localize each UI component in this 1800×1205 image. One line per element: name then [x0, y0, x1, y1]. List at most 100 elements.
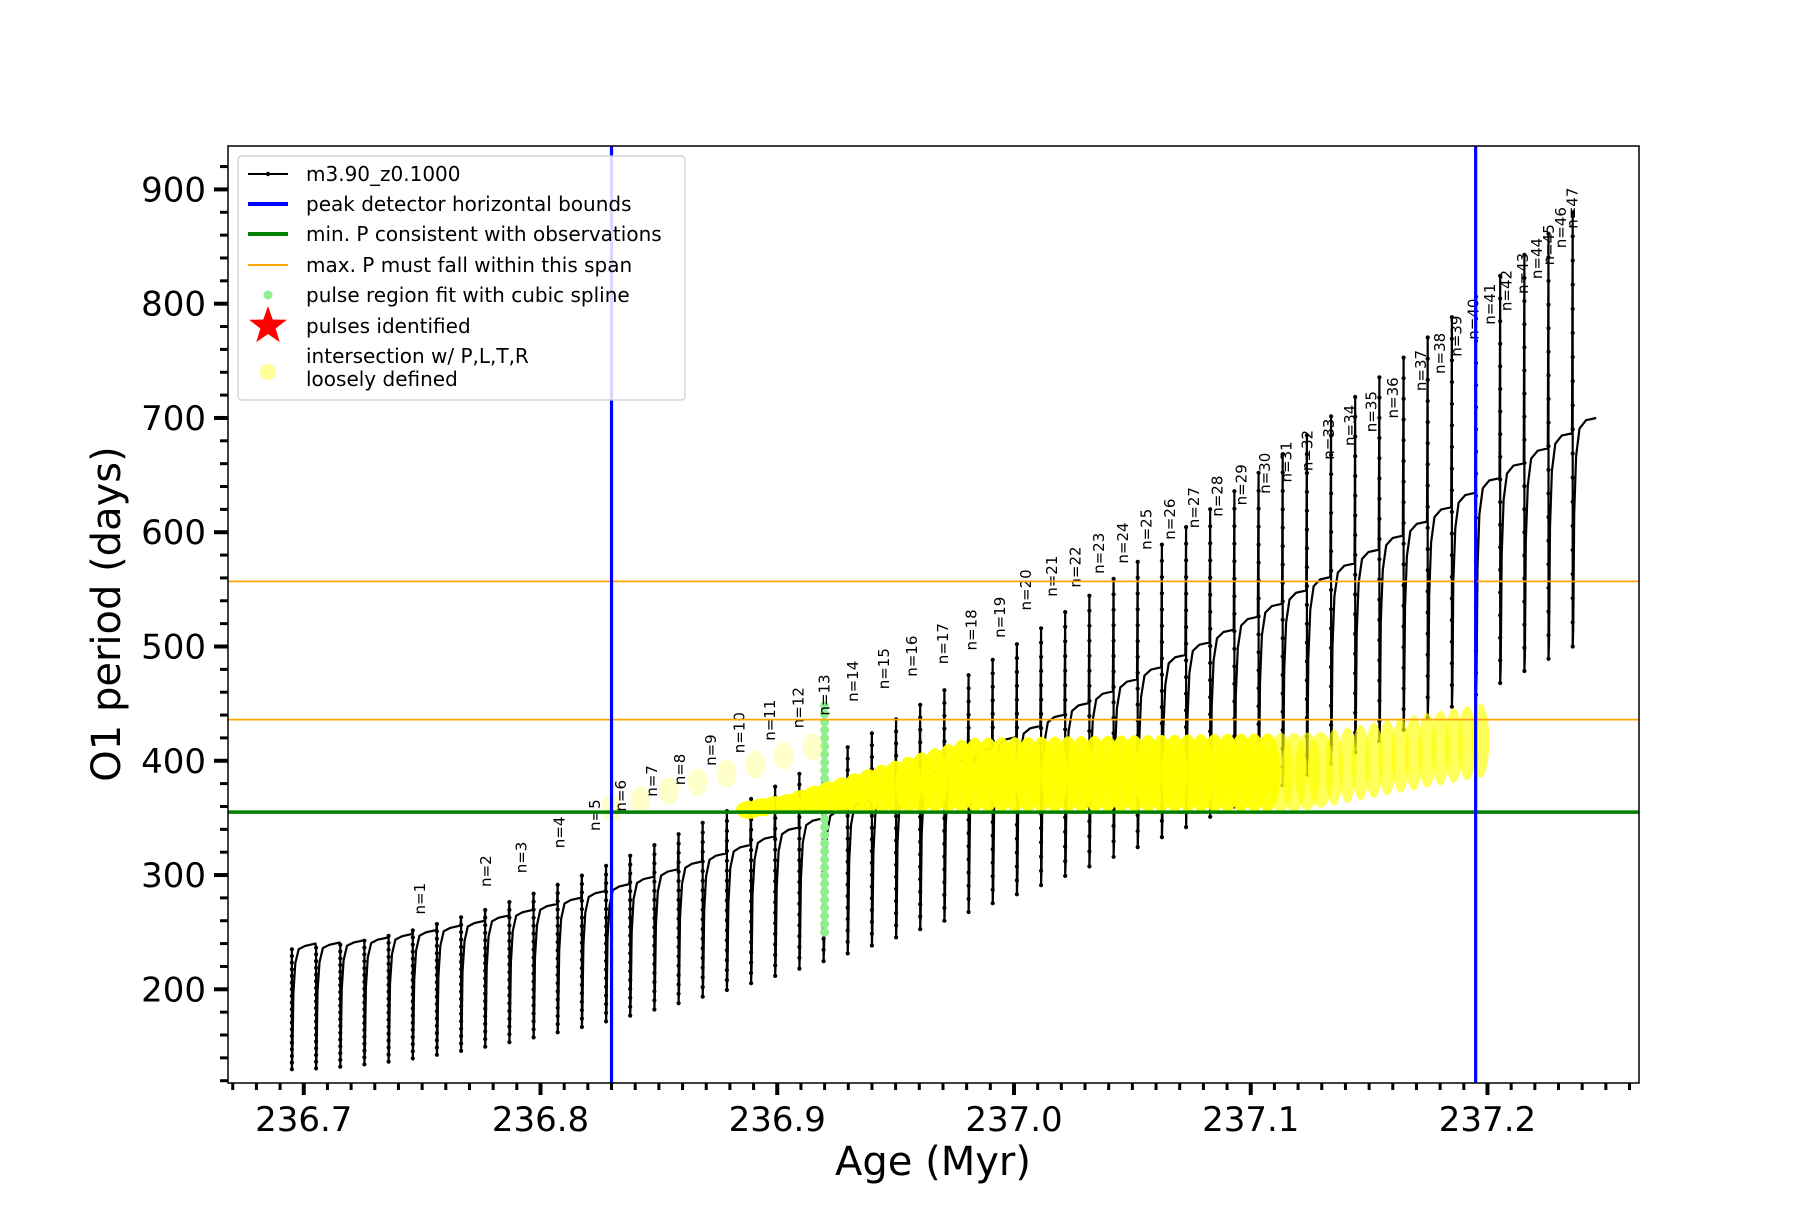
track-point — [1449, 531, 1454, 536]
track-point — [918, 827, 923, 832]
track-point — [459, 1004, 464, 1009]
track-point — [1498, 613, 1503, 618]
track-point — [1087, 653, 1092, 658]
track-point — [362, 1007, 367, 1012]
track-point — [1546, 444, 1551, 449]
track-point — [1208, 507, 1213, 512]
track-point — [1522, 275, 1527, 281]
track-point — [749, 796, 754, 802]
track-point — [555, 972, 560, 978]
track-point — [797, 934, 802, 939]
track-point — [1377, 415, 1382, 420]
x-tick-label: 237.0 — [965, 1100, 1062, 1140]
track-point — [1159, 656, 1164, 661]
track-point — [942, 700, 947, 706]
track-point — [990, 833, 995, 838]
track-point — [604, 1002, 609, 1007]
track-point — [338, 990, 343, 995]
pulse-label: n=32 — [1299, 430, 1317, 471]
track-point — [459, 974, 464, 979]
spline-point — [820, 895, 830, 905]
track-point — [1208, 729, 1213, 734]
track-point — [1256, 488, 1261, 493]
track-point — [459, 967, 464, 972]
track-point — [1304, 640, 1309, 645]
track-point — [410, 1027, 415, 1032]
track-point — [1425, 652, 1430, 658]
track-point — [604, 872, 609, 877]
track-point — [1522, 437, 1527, 442]
track-point — [773, 889, 778, 894]
spline-point — [820, 854, 830, 864]
track-point — [894, 923, 899, 928]
track-point — [1208, 626, 1213, 632]
track-point — [676, 907, 681, 912]
track-point — [918, 889, 923, 894]
track-point — [483, 1029, 488, 1034]
track-point — [990, 711, 995, 717]
track-point — [676, 916, 681, 921]
track-point — [869, 813, 875, 819]
track-point — [1304, 452, 1309, 457]
y-tick-label: 900 — [141, 170, 206, 210]
track-point — [1159, 640, 1164, 645]
track-point — [1280, 617, 1285, 622]
track-point — [942, 867, 947, 872]
track-point — [773, 879, 778, 884]
track-point — [1449, 401, 1454, 406]
track-point — [1546, 373, 1551, 378]
track-point — [1498, 341, 1503, 346]
track-point — [1111, 700, 1116, 705]
track-point — [1425, 547, 1430, 552]
track-point — [289, 953, 294, 959]
track-point — [459, 1034, 464, 1039]
track-point — [1087, 819, 1092, 824]
track-point — [507, 1001, 512, 1006]
track-point — [1401, 603, 1406, 608]
track-point — [1184, 725, 1189, 730]
intersection-marker-faint — [659, 777, 680, 806]
track-point — [386, 933, 391, 939]
track-point — [1159, 688, 1164, 694]
track-point — [1087, 608, 1092, 613]
track-point — [579, 940, 585, 946]
track-point — [1256, 668, 1261, 673]
track-point — [1329, 472, 1334, 477]
track-point — [1232, 664, 1237, 669]
track-point — [1208, 695, 1213, 700]
track-point — [1039, 683, 1044, 688]
track-point — [966, 712, 971, 717]
track-point — [434, 987, 439, 992]
track-point — [386, 1045, 391, 1050]
intersection-marker — [1404, 715, 1423, 791]
track-point — [362, 952, 367, 957]
track-point — [289, 1040, 294, 1045]
track-point — [1087, 638, 1092, 643]
track-point — [942, 880, 947, 885]
track-point — [942, 892, 947, 898]
track-point — [990, 874, 995, 879]
pulse-label: n=12 — [790, 687, 808, 728]
pulse-label: n=41 — [1481, 284, 1499, 325]
track-point — [894, 911, 899, 916]
track-point — [507, 1032, 512, 1037]
track-point — [773, 910, 778, 915]
track-point — [483, 1014, 488, 1019]
pulse-label: n=9 — [702, 734, 720, 766]
track-point — [289, 947, 294, 952]
track-point — [604, 976, 609, 981]
track-point — [338, 1051, 343, 1056]
track-point — [797, 782, 802, 787]
pulse-label: n=19 — [991, 597, 1009, 638]
track-point — [1377, 516, 1382, 522]
track-point — [749, 868, 754, 873]
track-point — [942, 688, 947, 693]
track-point — [1063, 829, 1068, 835]
track-point — [1449, 444, 1454, 450]
track-point — [773, 816, 778, 821]
track-point — [410, 970, 415, 976]
legend-handle-circle — [260, 364, 276, 380]
track-point — [1135, 639, 1140, 644]
track-point — [1232, 611, 1237, 616]
